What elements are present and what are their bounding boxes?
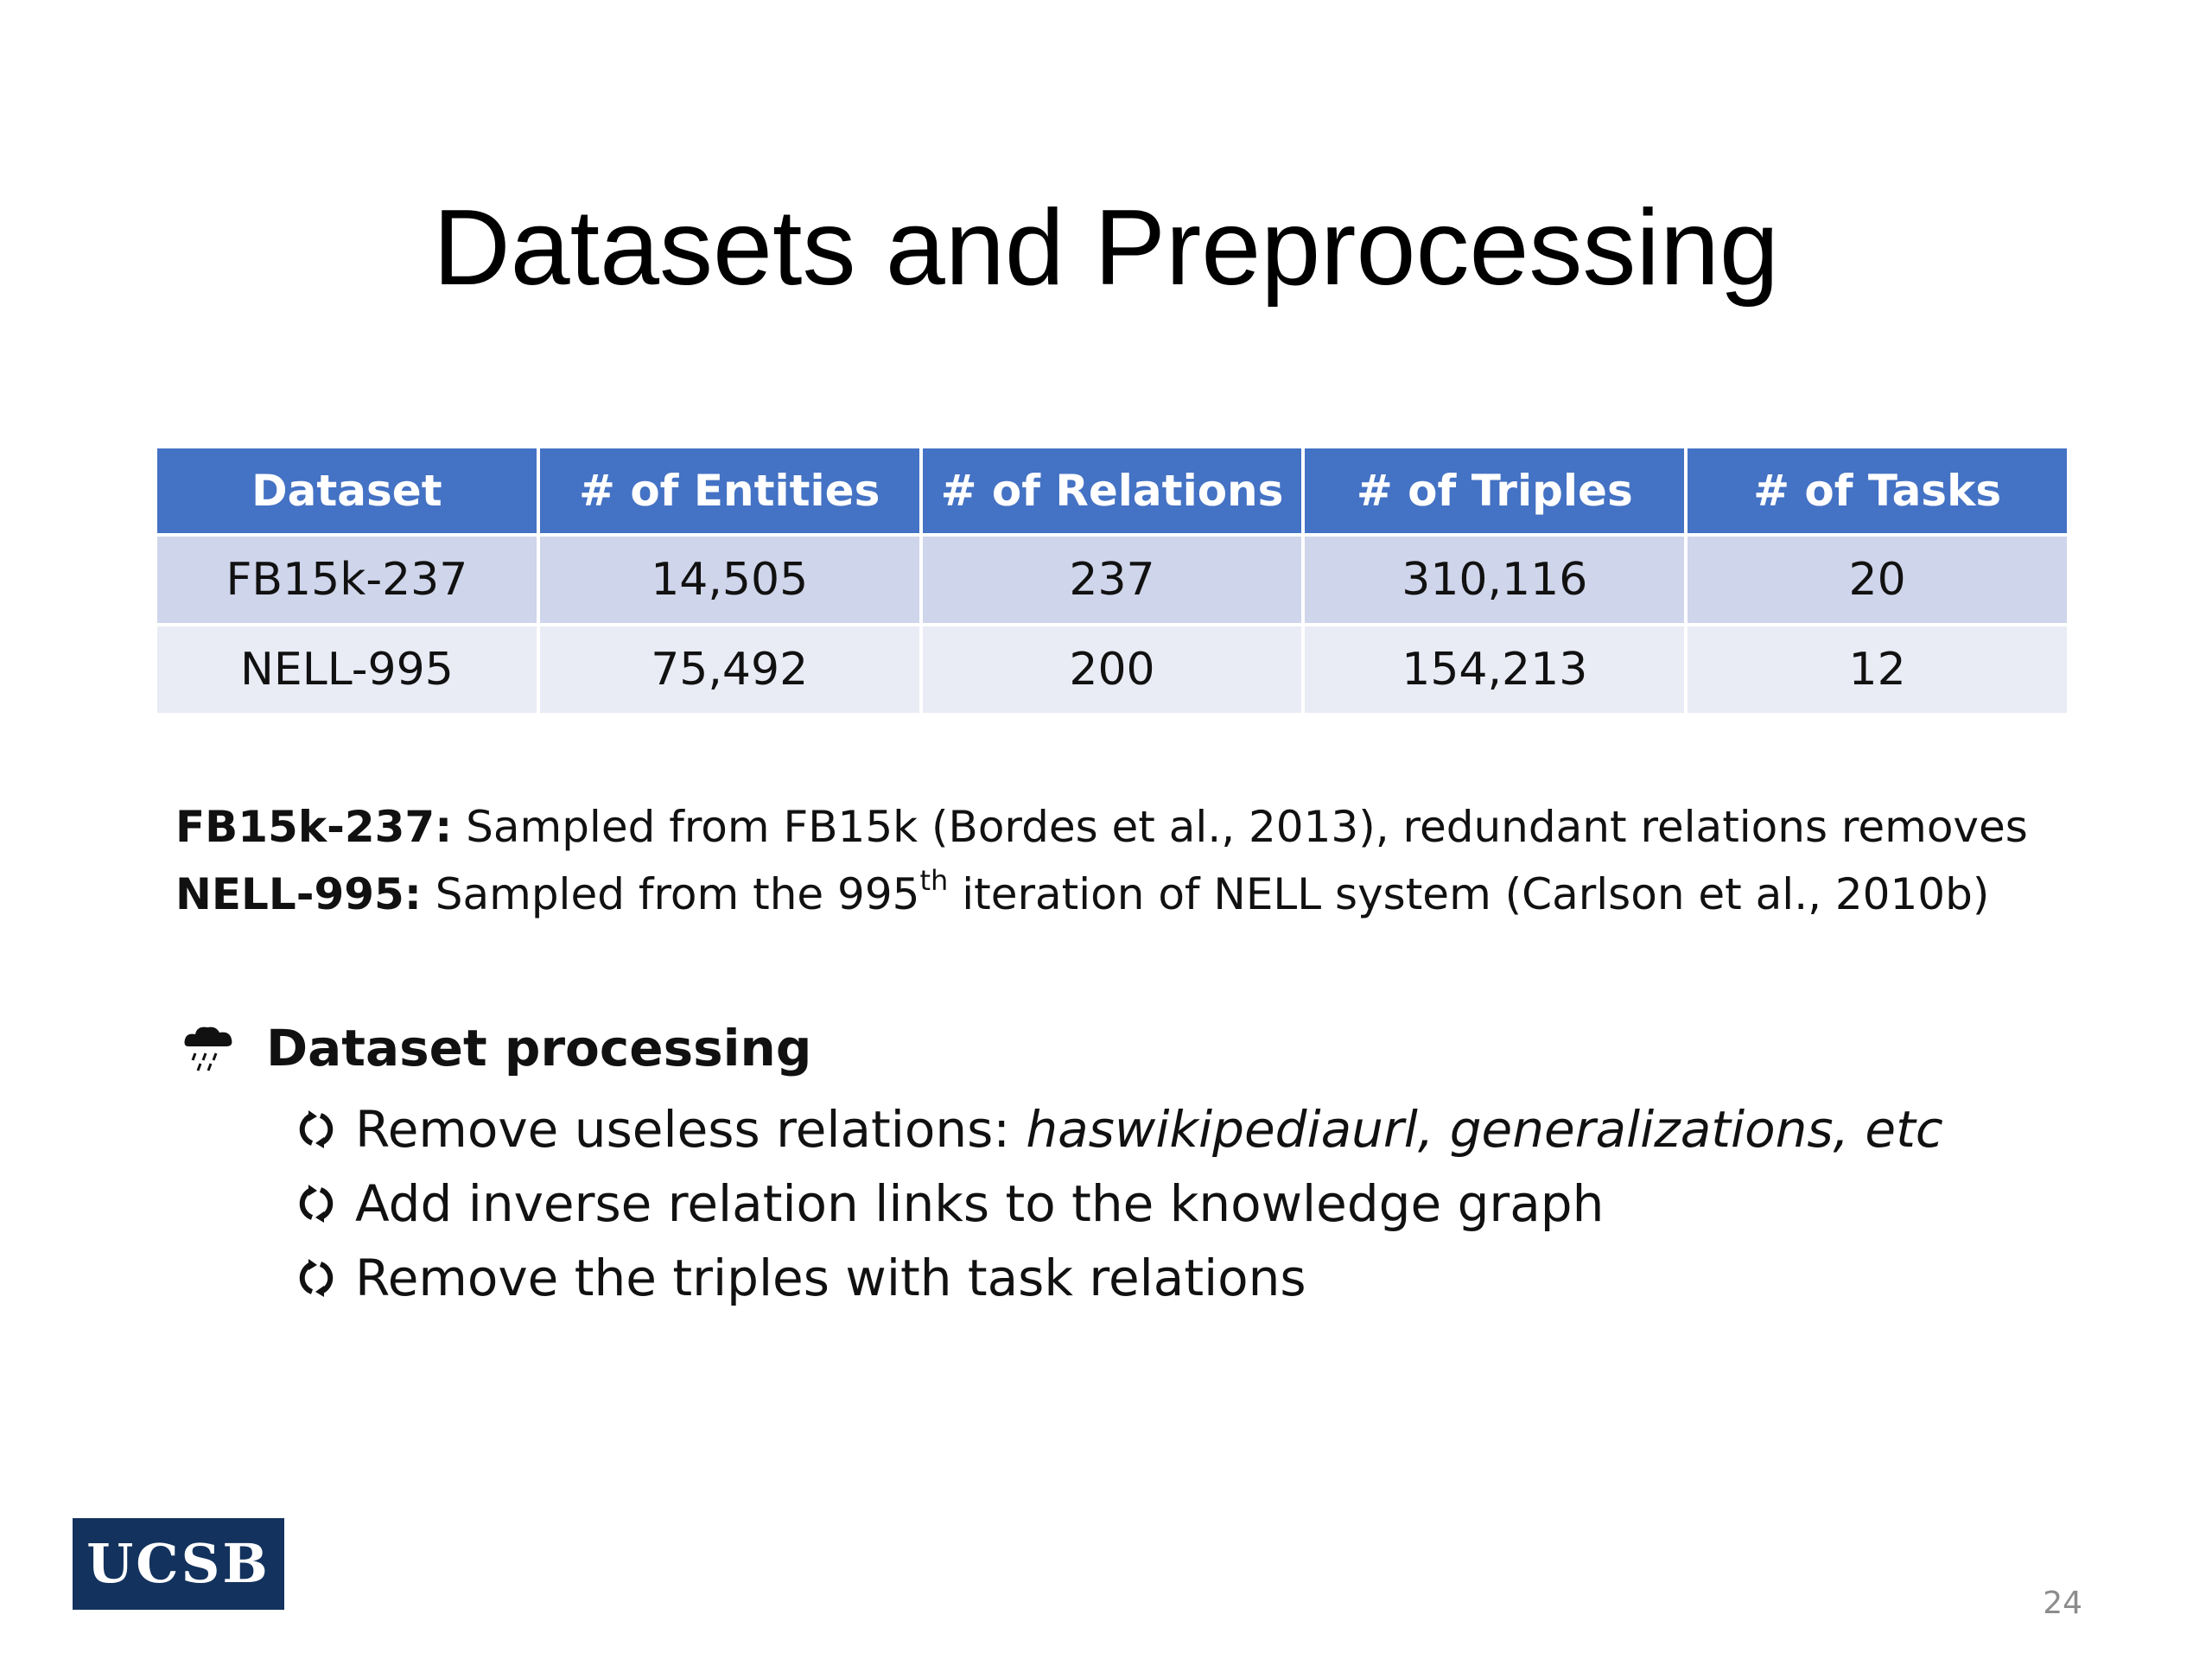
nell-description: NELL-995: Sampled from the 995th iterati… [175,861,2042,928]
table-cell: 310,116 [1301,533,1688,626]
table-cell: 237 [918,533,1306,626]
nell-superscript: th [919,864,949,897]
table-cell: 154,213 [1301,623,1688,716]
page-number: 24 [2043,1586,2082,1621]
processing-item-text: Add inverse relation links to the knowle… [355,1174,1605,1233]
table-cell: 75,492 [536,623,923,716]
table-cell: 200 [918,623,1306,716]
table-cell: 14,505 [536,533,923,626]
processing-list: Remove useless relations: haswikipediaur… [296,1092,2081,1315]
processing-heading: Dataset processing [266,1019,812,1077]
nell-text-after: iteration of NELL system (Carlson et al.… [948,869,1990,919]
slide-title: Datasets and Preprocessing [433,188,1779,308]
list-item: Remove the triples with task relations [296,1241,2081,1315]
table-cell: 20 [1684,533,2070,626]
list-item: Remove useless relations: haswikipediaur… [296,1092,2081,1166]
nell-label: NELL-995: [175,869,422,919]
fb15k-description: FB15k-237: Sampled from FB15k (Bordes et… [175,793,2042,861]
nell-text-before: Sampled from the 995 [421,869,920,919]
header-tasks: # of Tasks [1684,445,2070,537]
circular-arrows-icon [299,1110,334,1148]
processing-item-italic: haswikipediaurl, generalizations, etc [1026,1100,1943,1159]
fb15k-text: Sampled from FB15k (Bordes et al., 2013)… [452,802,2028,852]
header-relations: # of Relations [918,445,1306,537]
dataset-descriptions: FB15k-237: Sampled from FB15k (Bordes et… [175,793,2042,928]
ucsb-logo: UCSB [73,1518,284,1610]
table-header-row: Dataset # of Entities # of Relations # o… [154,445,2070,537]
table-row: FB15k-237 14,505 237 310,116 20 [154,533,2070,626]
table-row: NELL-995 75,492 200 154,213 12 [154,623,2070,716]
table-cell: FB15k-237 [154,533,540,626]
processing-item-text: Remove useless relations: haswikipediaur… [355,1100,1943,1159]
datasets-table: Dataset # of Entities # of Relations # o… [154,445,2070,716]
header-entities: # of Entities [536,445,923,537]
processing-item-text: Remove the triples with task relations [355,1249,1306,1307]
table-cell: NELL-995 [154,623,540,716]
circular-arrows-icon [299,1259,334,1297]
header-dataset: Dataset [154,445,540,537]
list-item: Add inverse relation links to the knowle… [296,1166,2081,1241]
header-triples: # of Triples [1301,445,1688,537]
cloud-rain-icon [184,1027,232,1071]
processing-section: Dataset processing Remove useless relati… [180,1009,2081,1315]
processing-heading-row: Dataset processing [180,1009,2081,1087]
circular-arrows-icon [299,1185,334,1223]
table-cell: 12 [1684,623,2070,716]
fb15k-label: FB15k-237: [175,802,453,852]
